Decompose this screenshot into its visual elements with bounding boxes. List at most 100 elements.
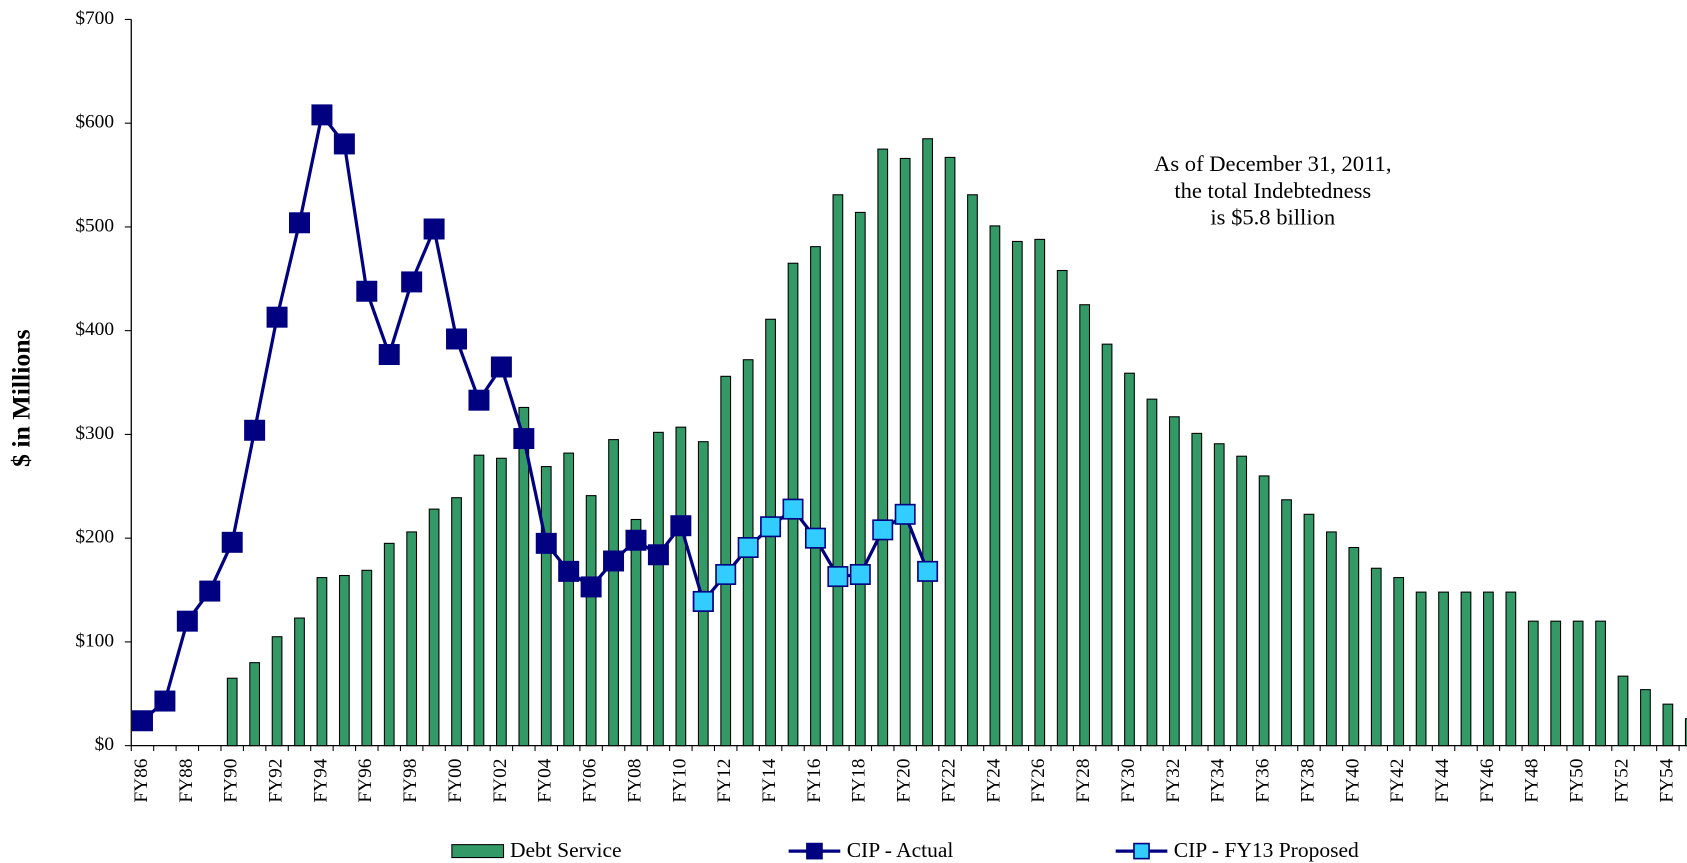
y-tick-label: $0	[95, 734, 114, 755]
x-tick-label: FY30	[1118, 759, 1139, 803]
marker	[692, 590, 714, 612]
bar	[518, 406, 530, 747]
marker	[266, 306, 288, 328]
bar	[383, 542, 395, 747]
x-tick-label: FY14	[759, 758, 780, 802]
x-tick-label: FY96	[355, 758, 376, 802]
bar	[1034, 238, 1046, 747]
x-tick-label: FY40	[1342, 759, 1363, 803]
marker	[221, 531, 243, 553]
x-tick-label: FY20	[894, 759, 915, 803]
legend-marker	[1133, 842, 1150, 860]
x-tick-label: FY86	[131, 758, 152, 802]
marker	[244, 419, 266, 441]
bar	[653, 431, 664, 747]
marker	[670, 515, 692, 537]
legend-label: CIP - Actual	[847, 838, 954, 862]
bar	[944, 156, 956, 747]
marker	[176, 610, 198, 632]
bar	[1595, 620, 1606, 747]
x-tick-label: FY44	[1432, 758, 1453, 802]
bar	[675, 426, 687, 747]
x-tick-label: FY22	[938, 759, 959, 803]
bar	[608, 439, 619, 747]
marker	[356, 280, 378, 302]
marker	[737, 537, 759, 558]
x-tick-label: FY06	[580, 758, 601, 802]
x-tick-label: FY54	[1656, 758, 1677, 802]
bar	[1124, 372, 1135, 747]
legend-marker	[806, 842, 823, 860]
x-tick-label: FY34	[1208, 758, 1229, 802]
x-tick-label: FY26	[1028, 758, 1049, 802]
bar	[1236, 455, 1248, 747]
bar	[720, 375, 732, 747]
annotation: is $5.8 billion	[1210, 205, 1335, 230]
bar	[1640, 689, 1651, 747]
bar	[922, 138, 933, 747]
marker	[625, 529, 647, 551]
bar	[832, 194, 844, 747]
bar	[1483, 591, 1494, 747]
bar	[1213, 443, 1225, 747]
y-tick-label: $300	[75, 423, 114, 444]
marker	[894, 503, 916, 525]
marker	[558, 560, 580, 582]
bar	[877, 148, 889, 747]
legend-swatch	[451, 844, 505, 859]
bar	[1393, 577, 1405, 747]
marker	[401, 271, 423, 293]
x-tick-label: FY90	[221, 759, 242, 803]
bar	[1370, 567, 1382, 747]
marker	[154, 690, 176, 712]
y-tick-label: $700	[75, 8, 114, 29]
bar	[989, 225, 1001, 747]
x-tick-label: FY38	[1297, 759, 1318, 803]
marker	[513, 428, 535, 450]
marker	[423, 218, 445, 240]
bar	[451, 497, 462, 747]
bar	[1460, 591, 1472, 747]
marker	[199, 580, 221, 602]
bar	[1662, 703, 1674, 747]
bar	[1572, 620, 1584, 747]
x-tick-label: FY50	[1567, 759, 1588, 803]
line	[141, 111, 705, 722]
x-tick-label: FY98	[400, 759, 421, 803]
bar	[1258, 475, 1270, 747]
annotation: the total Indebtedness	[1174, 178, 1371, 203]
bar	[1191, 432, 1203, 747]
bar	[361, 569, 373, 747]
marker	[827, 566, 849, 588]
x-tick-label: FY18	[849, 759, 870, 803]
marker	[647, 544, 669, 566]
marker	[580, 576, 602, 598]
x-tick-label: FY02	[490, 759, 511, 803]
x-tick-label: FY92	[266, 759, 287, 803]
x-tick-label: FY46	[1477, 758, 1498, 802]
marker	[468, 389, 490, 411]
bar	[1348, 546, 1360, 747]
bar	[1505, 591, 1517, 747]
marker	[917, 560, 939, 582]
bar	[294, 617, 305, 747]
annotation: As of December 31, 2011,	[1154, 151, 1391, 176]
x-tick-label: FY36	[1253, 758, 1274, 802]
x-tick-label: FY08	[624, 759, 645, 803]
bar	[1527, 620, 1539, 747]
marker	[131, 710, 153, 732]
bar	[316, 577, 328, 747]
x-tick-label: FY10	[669, 759, 690, 803]
bar	[854, 211, 866, 747]
marker	[289, 212, 310, 234]
x-tick-label: FY42	[1387, 759, 1408, 803]
bar	[899, 157, 911, 747]
marker	[804, 527, 826, 549]
bar	[1281, 499, 1292, 747]
bar	[1056, 269, 1068, 747]
bar	[967, 194, 978, 747]
y-tick-label: $500	[75, 215, 114, 236]
bar	[1101, 343, 1113, 747]
x-tick-label: FY04	[535, 758, 556, 802]
